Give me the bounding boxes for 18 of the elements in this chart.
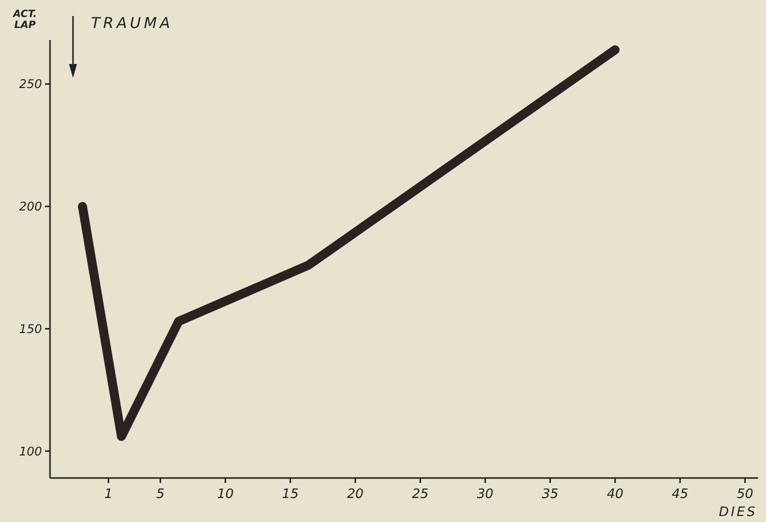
x-tick-label: 45 (672, 487, 688, 502)
x-tick-label: 10 (217, 487, 234, 502)
x-tick-label: 50 (736, 487, 754, 502)
y-tick-label: 250 (19, 77, 42, 92)
x-tick-label: 25 (412, 487, 429, 502)
x-tick-label: 5 (156, 487, 165, 502)
x-tick-label: 40 (606, 487, 624, 502)
x-tick-label: 15 (282, 487, 299, 502)
text: TRAUMA (91, 14, 174, 32)
x-axis-title: DIES (718, 505, 758, 520)
x-tick-label: 1 (104, 487, 113, 502)
y-tick-label: 100 (19, 444, 42, 458)
x-tick-label: 20 (347, 487, 364, 502)
y-tick-label: 200 (19, 200, 42, 214)
y-tick-label: 150 (19, 322, 42, 336)
y-axis-title: ACT. LAP (12, 9, 37, 31)
x-tick-label: 30 (476, 487, 494, 502)
x-tick-label: 35 (542, 487, 558, 502)
